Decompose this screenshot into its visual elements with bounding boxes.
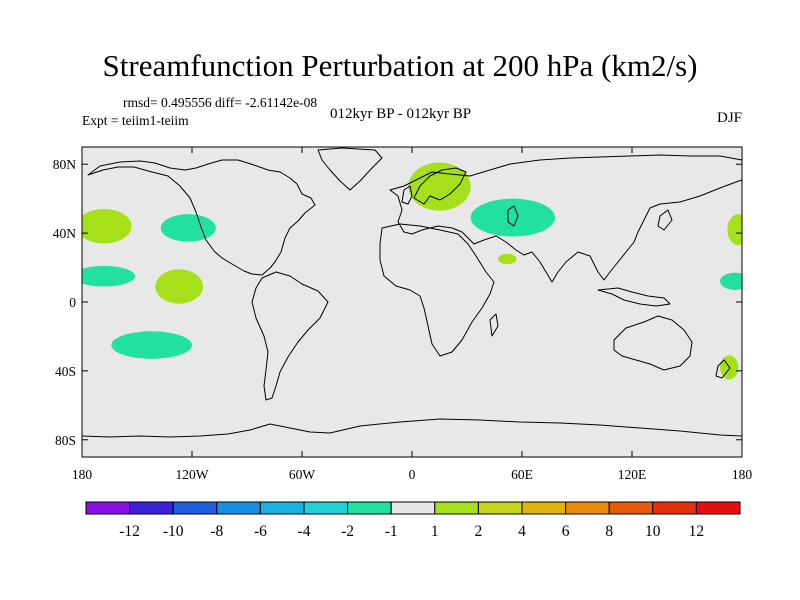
colorbar-label: -2 — [341, 523, 354, 540]
colorbar-box — [347, 501, 392, 515]
colorbar-label: -1 — [385, 523, 398, 540]
coastline-madagascar — [489, 313, 499, 337]
y-tick-label: 80N — [53, 157, 77, 172]
y-tick-label: 0 — [69, 295, 76, 310]
colorbar-label: 8 — [605, 523, 613, 540]
colorbar-box — [477, 501, 523, 515]
region-south-pacific — [111, 331, 192, 359]
colorbar-box — [259, 501, 305, 515]
colorbar-label: 4 — [518, 523, 526, 540]
x-tick-label: 60E — [511, 467, 533, 482]
rmsd-diff-stats: rmsd= 0.495556 diff= -2.61142e-08 — [123, 95, 318, 110]
region-north-pacific-west — [82, 209, 132, 244]
region-east-asia-edge — [727, 214, 742, 246]
coastline-scandinavia — [413, 167, 467, 205]
colorbar-label: -8 — [210, 523, 223, 540]
colorbar-label: -12 — [119, 523, 140, 540]
colorbar-label: 1 — [431, 523, 439, 540]
coastline-eurasia — [389, 154, 742, 283]
colorbar-box — [390, 501, 436, 515]
colorbar-box — [695, 501, 741, 515]
colorbar-label: 6 — [562, 523, 570, 540]
coastline-uk — [401, 185, 413, 205]
region-arabia — [498, 253, 517, 265]
colorbar-box — [608, 501, 654, 515]
coastline-south-america — [251, 271, 329, 401]
y-tick-label: 80S — [55, 433, 76, 448]
colorbar-label: 10 — [645, 523, 661, 540]
coastline-maritime-continent — [597, 287, 671, 307]
chart-title: Streamfunction Perturbation at 200 hPa (… — [102, 48, 698, 83]
coastline-caspian — [507, 205, 519, 227]
colorbar-box — [565, 501, 610, 515]
region-central-pacific — [155, 269, 204, 304]
region-tropical-west-pacific-edge — [720, 272, 742, 290]
colorbar-label: 12 — [689, 523, 705, 540]
colorbar-label: 2 — [475, 523, 483, 540]
colorbar-box — [521, 501, 567, 515]
coastline-new-zealand — [715, 359, 731, 379]
colorbar-box — [303, 501, 349, 515]
x-tick-label: 180 — [732, 467, 753, 482]
colorbar-box — [129, 501, 174, 515]
region-western-north-america — [160, 214, 216, 242]
x-tick-label: 60W — [289, 467, 316, 482]
y-tick-label: 40N — [53, 226, 77, 241]
colorbar-label: -4 — [298, 523, 311, 540]
colorbar-box — [216, 501, 261, 515]
colorbar-label: -6 — [254, 523, 267, 540]
x-tick-label: 120E — [618, 467, 647, 482]
season-label: DJF — [716, 110, 742, 126]
coastline-japan — [657, 209, 673, 231]
coastline-antarctica — [82, 418, 742, 438]
period-label: 012kyr BP - 012kyr BP — [330, 106, 472, 122]
coastline-africa — [379, 223, 495, 357]
coastline-north-america — [87, 159, 316, 276]
region-subtropical-north-pacific — [82, 265, 136, 287]
colorbar-box — [434, 501, 479, 515]
x-tick-label: 120W — [176, 467, 209, 482]
x-tick-label: 180 — [72, 467, 93, 482]
region-central-asia — [470, 198, 555, 237]
x-tick-label: 0 — [409, 467, 416, 482]
colorbar-box — [85, 501, 131, 515]
coastline-australia — [613, 315, 693, 371]
colorbar-label: -10 — [163, 523, 184, 540]
coastline-greenland — [317, 147, 383, 191]
experiment-label: Expt = teiim1-teiim — [82, 113, 189, 128]
colorbar-box — [172, 501, 218, 515]
y-tick-label: 40S — [55, 364, 76, 379]
colorbar-box — [652, 501, 697, 515]
